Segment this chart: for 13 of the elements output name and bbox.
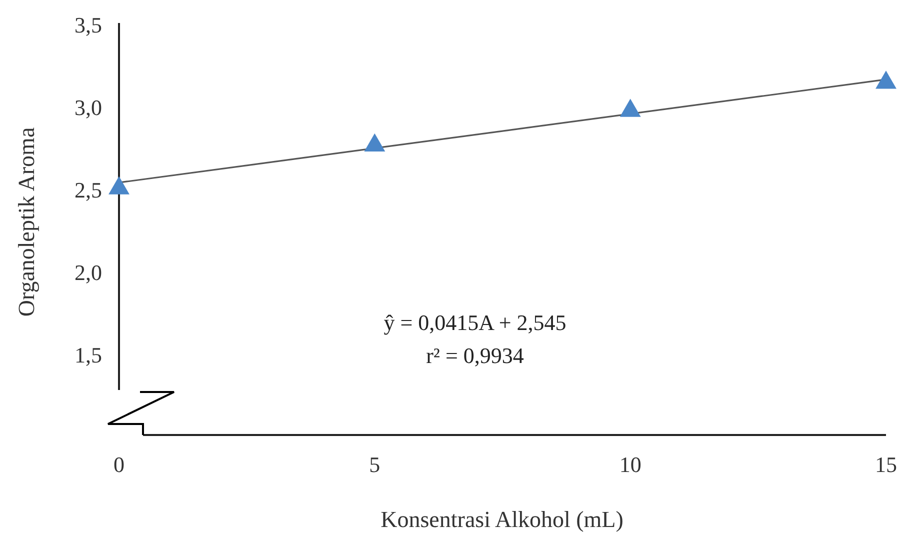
y-tick-label: 2,5 [74,178,102,203]
x-axis-title: Konsentrasi Alkohol (mL) [380,507,624,532]
y-tick-label: 3,0 [74,95,102,120]
annotation: r² = 0,9934 [426,343,524,368]
x-tick-label: 10 [619,452,642,477]
annotation: ŷ = 0,0415A + 2,545 [384,310,566,335]
y-tick-label: 1,5 [74,342,102,368]
x-tick-label: 0 [114,452,124,477]
y-tick-label: 2,0 [74,260,102,286]
y-axis-title: Organoleptik Aroma [14,127,39,317]
x-tick-label: 15 [875,452,897,477]
x-tick-label: 5 [369,452,380,477]
y-tick-label: 3,5 [74,12,102,38]
